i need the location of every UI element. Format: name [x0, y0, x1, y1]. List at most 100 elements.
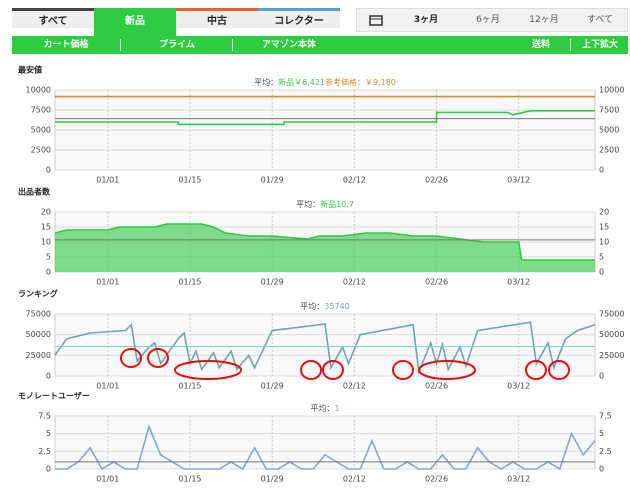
series-line: [55, 424, 596, 471]
x-tick-label: 01/01: [96, 176, 119, 185]
range-option[interactable]: 3ヶ月: [413, 15, 439, 25]
highlight-circle: [174, 360, 242, 380]
y-tick-label: 5000: [31, 126, 51, 135]
chart-subtitle: 平均：1: [310, 403, 339, 413]
filter[interactable]: 送料: [512, 39, 571, 51]
calendar-icon: [369, 15, 383, 26]
y-tick-label: 75000: [26, 310, 51, 319]
range-option[interactable]: 12ヶ月: [529, 15, 559, 25]
y-tick-label-right: 2.5: [599, 447, 612, 456]
annotations: [120, 348, 570, 380]
tab[interactable]: すべて: [12, 8, 94, 28]
x-tick-label: 01/15: [178, 278, 201, 287]
x-tick-label: 01/15: [178, 176, 201, 185]
y-tick-label: 7.5: [38, 412, 51, 421]
filter[interactable]: カート価格: [12, 39, 121, 51]
x-tick-label: 01/01: [96, 475, 119, 484]
y-tick-label-right: 5: [599, 429, 604, 438]
y-tick-label-right: 5000: [599, 126, 619, 135]
series-line: [54, 321, 596, 376]
x-tick-label: 02/12: [343, 382, 366, 391]
filter-bar: カート価格 プライム アマゾン本体 送料 上下拡大: [12, 36, 628, 54]
y-tick-label: 25000: [26, 351, 51, 360]
range-option[interactable]: 6ヶ月: [476, 15, 500, 25]
average-label: 35740: [324, 302, 349, 311]
x-tick-label: 01/29: [261, 278, 284, 287]
y-tick-label-right: 20: [599, 208, 609, 217]
plot-area: [54, 415, 596, 470]
average-label: 1: [334, 404, 339, 413]
y-tick-label: 50000: [26, 330, 51, 339]
x-tick-label: 03/12: [507, 382, 530, 391]
y-tick-label: 10: [41, 238, 51, 247]
reference-label: 参考価格：￥9,180: [325, 77, 396, 87]
highlight-circle: [392, 360, 414, 380]
x-tick-label: 02/12: [343, 475, 366, 484]
y-tick-label: 7500: [31, 106, 51, 115]
average-label: 新品10.7: [320, 199, 354, 209]
x-tick-label: 01/29: [261, 382, 284, 391]
y-tick-label-right: 7.5: [599, 412, 612, 421]
y-tick-label-right: 0: [599, 372, 604, 381]
y-tick-label-right: 2500: [599, 146, 619, 155]
x-tick-label: 01/01: [96, 382, 119, 391]
x-tick-label: 02/26: [425, 475, 448, 484]
filter[interactable]: アマゾン本体: [261, 40, 316, 50]
range-option[interactable]: すべて: [586, 15, 613, 25]
filter[interactable]: プライム: [122, 39, 233, 51]
y-tick-label-right: 0: [599, 268, 604, 277]
y-tick-label-right: 0: [599, 166, 604, 175]
y-tick-label: 2.5: [38, 447, 51, 456]
x-tick-label: 01/29: [261, 475, 284, 484]
x-tick-label: 02/12: [343, 176, 366, 185]
x-tick-label: 01/01: [96, 278, 119, 287]
subtitle-prefix: 平均：: [254, 77, 278, 87]
highlight-circle: [418, 360, 476, 380]
x-tick-label: 01/29: [261, 176, 284, 185]
y-tick-label-right: 0: [599, 465, 604, 474]
y-tick-label: 0: [46, 268, 51, 277]
y-tick-label-right: 10000: [599, 86, 624, 95]
x-tick-label: 03/12: [507, 278, 530, 287]
x-tick-label: 01/15: [178, 382, 201, 391]
y-tick-label-right: 5: [599, 253, 604, 262]
chart-title: モノレートユーザー: [18, 392, 90, 401]
x-tick-label: 02/26: [425, 278, 448, 287]
y-tick-label-right: 10: [599, 238, 609, 247]
y-tick-label: 5: [46, 429, 51, 438]
x-tick-label: 01/15: [178, 475, 201, 484]
y-tick-label-right: 25000: [599, 351, 624, 360]
highlight-circle: [147, 348, 169, 368]
x-tick-label: 03/12: [507, 176, 530, 185]
x-tick-label: 02/12: [343, 278, 366, 287]
chart-title: 出品者数: [18, 187, 51, 197]
y-tick-label: 0: [46, 372, 51, 381]
series-line: [55, 110, 595, 126]
tab[interactable]: 中古: [176, 8, 258, 28]
chart-subtitle: 平均：新品￥6,421参考価格：￥9,180: [254, 77, 396, 87]
chart-title: ランキング: [18, 289, 58, 299]
chart-title: 最安値: [18, 65, 42, 75]
highlight-circle: [300, 360, 322, 380]
y-tick-label-right: 7500: [599, 106, 619, 115]
subtitle-prefix: 平均：: [310, 403, 334, 413]
y-tick-label: 5: [46, 253, 51, 262]
x-tick-label: 03/12: [507, 475, 530, 484]
area: [55, 224, 595, 272]
average-label: 新品￥6,421: [278, 77, 325, 87]
filter[interactable]: 上下拡大: [581, 40, 618, 50]
y-tick-label: 0: [46, 465, 51, 474]
chart-subtitle: 平均：新品10.7: [296, 199, 354, 209]
y-tick-label: 2500: [31, 146, 51, 155]
range-box: [356, 8, 628, 32]
subtitle-prefix: 平均：: [296, 199, 320, 209]
y-tick-label-right: 50000: [599, 330, 624, 339]
y-tick-label: 15: [41, 223, 51, 232]
highlight-circle: [322, 360, 344, 380]
tab[interactable]: コレクター: [258, 8, 340, 28]
tab-active[interactable]: 新品: [94, 8, 176, 36]
highlight-circle: [548, 360, 570, 380]
subtitle-prefix: 平均：: [300, 301, 324, 311]
